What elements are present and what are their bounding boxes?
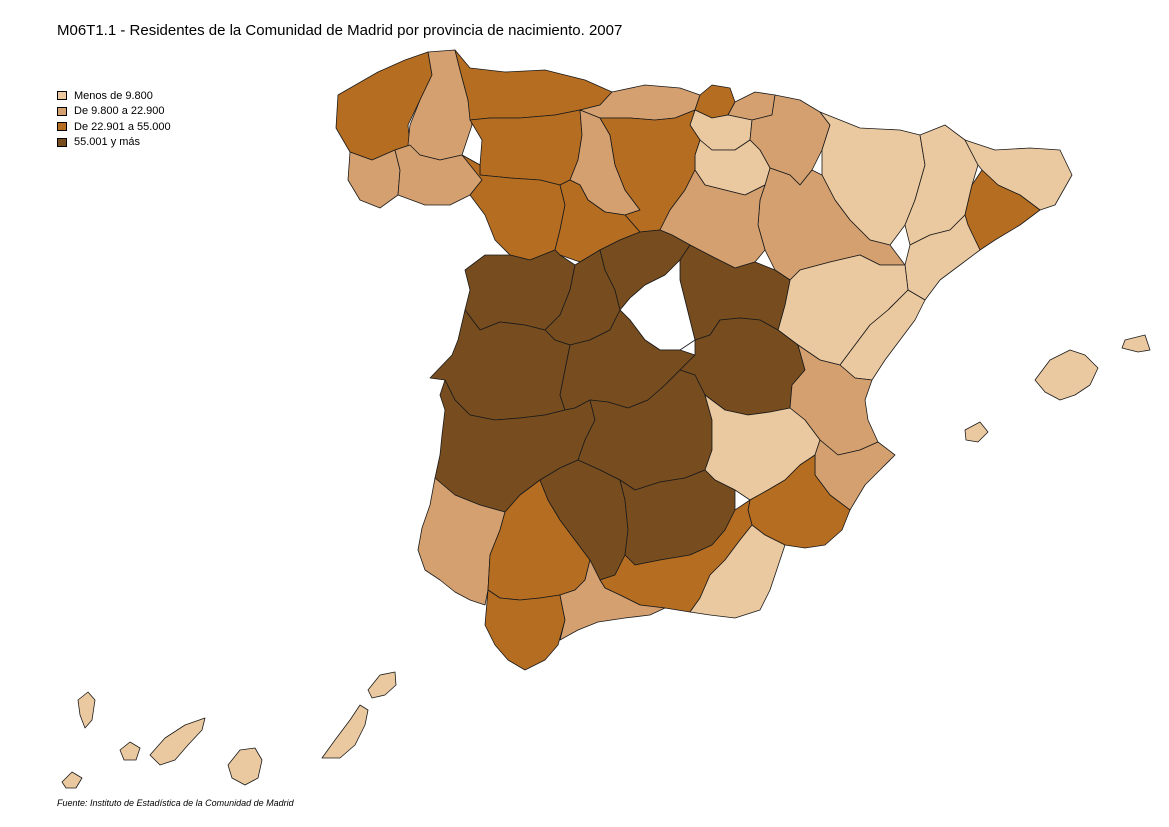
legend-item-9800-22900: De 9.800 a 22.900 xyxy=(57,104,171,120)
island-tenerife[interactable] xyxy=(149,717,206,766)
island-elhierro[interactable] xyxy=(61,771,83,789)
map-title: M06T1.1 - Residentes de la Comunidad de … xyxy=(57,22,623,39)
island-lagomera[interactable] xyxy=(119,741,141,761)
province-malaga[interactable] xyxy=(559,559,666,641)
legend-label: 55.001 y más xyxy=(74,136,141,149)
legend-item-22901-55000: De 22.901 a 55.000 xyxy=(57,119,171,135)
legend-label: Menos de 9.800 xyxy=(74,89,153,102)
legend-item-menos-9800: Menos de 9.800 xyxy=(57,88,171,104)
island-fuerteventura[interactable] xyxy=(321,704,369,759)
legend-label: De 22.901 a 55.000 xyxy=(74,120,171,133)
legend-swatch xyxy=(57,91,67,101)
island-menorca[interactable] xyxy=(1121,334,1151,353)
map-legend: Menos de 9.800 De 9.800 a 22.900 De 22.9… xyxy=(57,88,171,150)
province-girona[interactable] xyxy=(964,139,1073,211)
province-barcelona[interactable] xyxy=(964,169,1041,251)
island-lanzarote[interactable] xyxy=(367,671,397,699)
legend-swatch xyxy=(57,122,67,132)
province-tarragona[interactable] xyxy=(904,214,981,301)
province-leon[interactable] xyxy=(469,109,583,186)
island-grancanaria[interactable] xyxy=(227,747,263,786)
province-cadiz[interactable] xyxy=(484,589,566,671)
legend-label: De 9.800 a 22.900 xyxy=(74,105,165,118)
province-pontevedra[interactable] xyxy=(347,149,401,209)
legend-swatch xyxy=(57,106,67,116)
source-note: Fuente: Instituto de Estadística de la C… xyxy=(57,798,294,808)
province-huelva[interactable] xyxy=(417,477,506,606)
province-almeria[interactable] xyxy=(689,524,786,619)
province-baleares[interactable] xyxy=(1034,349,1099,401)
legend-item-55001-mas: 55.001 y más xyxy=(57,135,171,151)
legend-swatch xyxy=(57,137,67,147)
island-ibiza[interactable] xyxy=(964,421,989,443)
island-lapalma[interactable] xyxy=(77,691,96,729)
